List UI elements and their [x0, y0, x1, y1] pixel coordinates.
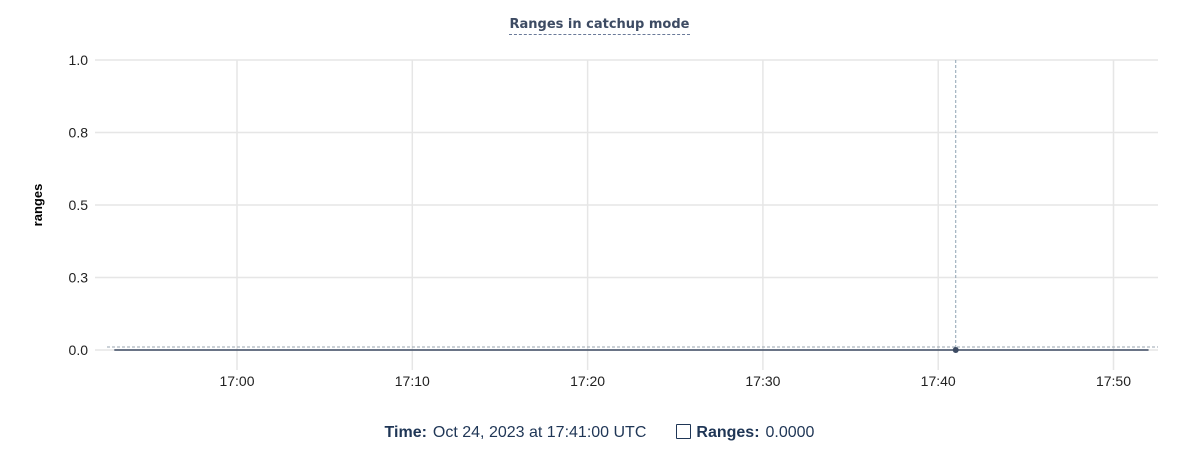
chart-title: Ranges in catchup mode	[0, 15, 1199, 35]
y-tick-label: 0.0	[69, 342, 89, 358]
y-axis: 0.0 0.3 0.5 0.8 1.0	[69, 52, 89, 358]
legend-series-label: Ranges:	[696, 424, 760, 441]
y-axis-label: ranges	[30, 184, 45, 227]
x-tick-label: 17:00	[219, 373, 254, 389]
grid	[95, 59, 1158, 370]
legend-time-label: Time:	[384, 424, 427, 441]
x-tick-label: 17:10	[395, 373, 430, 389]
x-axis: 17:00 17:10 17:20 17:30 17:40 17:50	[219, 373, 1131, 389]
x-tick-label: 17:30	[745, 373, 780, 389]
x-tick-label: 17:20	[570, 373, 605, 389]
y-tick-label: 0.8	[69, 125, 89, 141]
legend: Time: Oct 24, 2023 at 17:41:00 UTC Ranges:…	[0, 424, 1199, 442]
y-tick-label: 0.3	[69, 270, 89, 286]
legend-time-value: Oct 24, 2023 at 17:41:00 UTC	[432, 424, 647, 441]
series	[107, 60, 1158, 353]
y-tick-label: 1.0	[69, 52, 89, 68]
y-tick-label: 0.5	[69, 197, 89, 213]
series-checkbox[interactable]	[676, 424, 692, 439]
chart-title-text[interactable]: Ranges in catchup mode	[509, 17, 690, 35]
legend-series-value: 0.0000	[765, 424, 815, 441]
x-tick-label: 17:40	[921, 373, 956, 389]
hover-point	[952, 347, 959, 353]
x-tick-label: 17:50	[1096, 373, 1131, 389]
